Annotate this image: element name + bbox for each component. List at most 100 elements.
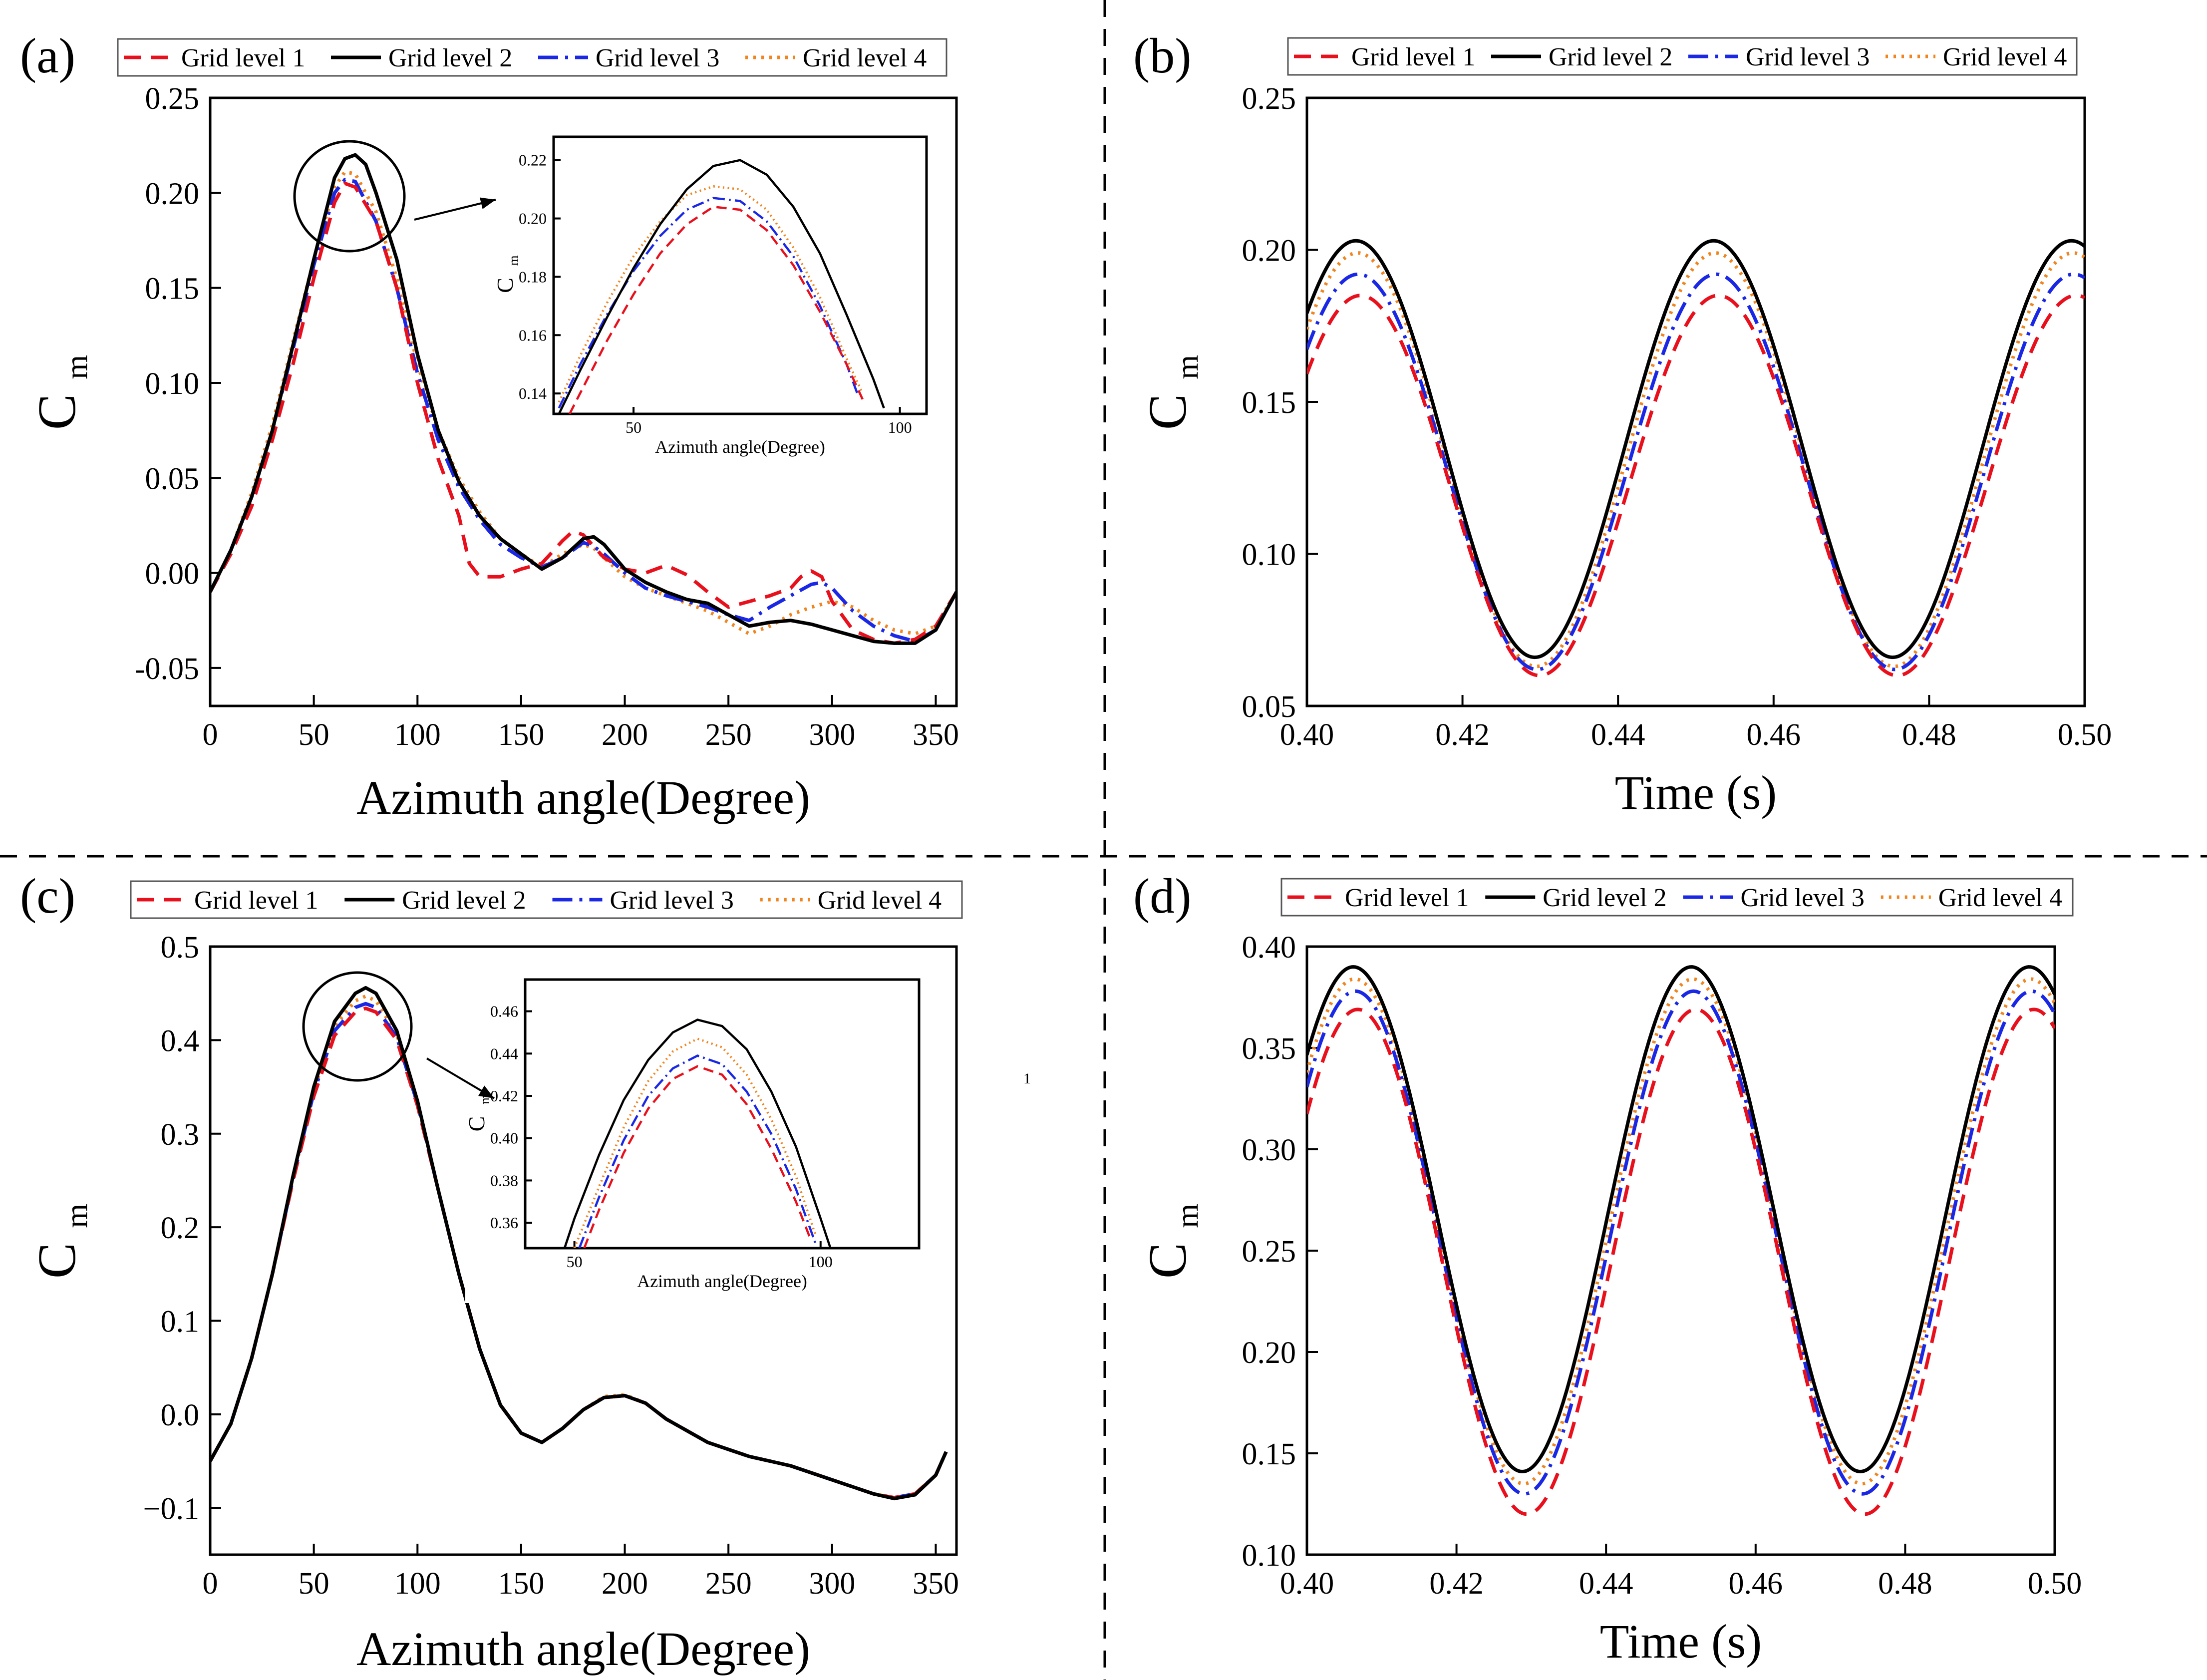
panel-d-legend-label-3: Grid level 3: [1741, 884, 1865, 912]
panel-d-legend-label-2: Grid level 2: [1543, 884, 1666, 912]
panel-c-legend-label-4: Grid level 4: [818, 886, 942, 915]
panel-d-ylabel-sub: m: [1170, 1204, 1205, 1228]
panel-a-series-3: [210, 178, 956, 644]
panel-d-series-2: [1307, 965, 2055, 1473]
panel-a-legend-box: [117, 38, 947, 77]
panel-c-ytick-label: 0.3: [161, 1118, 200, 1152]
panel-a-xtick-label: 250: [705, 718, 752, 752]
panel-b-label: (b): [1133, 28, 1192, 83]
panel-d-series-1: [1307, 1008, 2055, 1516]
panel-c-ylabel-main: C: [27, 1243, 87, 1279]
panel-c-ytick-label: 0.4: [161, 1024, 200, 1058]
panel-a-legend-label-3: Grid level 3: [596, 44, 719, 72]
panel-d-legend-label-4: Grid level 4: [1938, 884, 2062, 912]
panel-d-plot-frame: [1305, 945, 2056, 1556]
panel-c-ytick-label: 0.2: [161, 1211, 200, 1245]
panel-d-xtick-label: 0.50: [2028, 1567, 2082, 1601]
panel-b-legend-label-4: Grid level 4: [1943, 43, 2067, 71]
panel-b-ylabel-sub: m: [1170, 355, 1205, 379]
panel-b-legend-label-2: Grid level 2: [1549, 43, 1672, 71]
panel-a-label: (a): [20, 28, 75, 83]
panel-d-label: (d): [1133, 868, 1192, 924]
panel-b-legend-box: [1287, 37, 2078, 76]
panel-b-xlabel: Time (s): [1615, 766, 1777, 819]
panel-a-xlabel: Azimuth angle(Degree): [356, 771, 810, 824]
panel-a-ytick-label: 0.20: [145, 177, 200, 211]
panel-d-xtick-label: 0.42: [1429, 1567, 1484, 1601]
panel-a-inset-ytick-label: 0.16: [519, 326, 547, 344]
panel-c-ytick-label: 0.1: [161, 1305, 200, 1339]
panel-d-ytick-label: 0.20: [1242, 1336, 1296, 1370]
panel-b-ylabel-main: C: [1138, 394, 1198, 430]
panel-a-xtick-label: 200: [602, 718, 648, 752]
panel-a-inset-xtick-label: 100: [888, 418, 912, 436]
panel-d-series-3: [1307, 989, 2055, 1496]
panel-b-xtick-label: 0.48: [1902, 718, 1956, 752]
panel-b-series-3: [1307, 272, 2085, 672]
panel-a-ylabel-main: C: [27, 394, 87, 430]
panel-c-legend-label-2: Grid level 2: [402, 886, 526, 915]
panel-c-xtick-label: 300: [809, 1567, 855, 1601]
panel-b-ytick-label: 0.20: [1242, 234, 1296, 268]
panel-d-xtick-label: 0.48: [1878, 1567, 1932, 1601]
panel-a-plot-frame: [209, 96, 958, 707]
panel-c-inset-xlabel: Azimuth angle(Degree): [637, 1271, 807, 1291]
panel-a-series-1: [210, 181, 956, 645]
panel-b: (b) Grid level 1 Grid level 2 Grid level 3 G…: [1133, 28, 2112, 819]
panel-b-ytick-label: 0.25: [1242, 82, 1296, 116]
panel-c-label: (c): [20, 868, 75, 924]
panel-a-inset-plot-frame: [552, 135, 928, 415]
panel-a-ytick-label: 0.10: [145, 367, 200, 401]
panel-a-inset-ylabel-main: C: [492, 278, 518, 293]
panel-b-series-2: [1307, 239, 2085, 660]
panel-c-legend-box: [130, 880, 963, 919]
panel-c-inset-series-3: [578, 1054, 817, 1248]
panel-b-xtick-label: 0.40: [1280, 718, 1334, 752]
panel-d-xtick-label: 0.46: [1729, 1567, 1783, 1601]
panel-a-inset-ytick-label: 0.18: [519, 268, 547, 286]
panel-c-inset-ytick-label: 0.36: [490, 1214, 518, 1232]
panel-b-series-1: [1307, 294, 2085, 677]
panel-a-zoom-arrowhead: [480, 197, 496, 209]
panel-c-inset-series-1: [583, 1065, 812, 1248]
panel-d-ylabel-main: C: [1138, 1243, 1198, 1279]
panel-c-xtick-label: 100: [394, 1567, 441, 1601]
panel-a-inset-series-2: [558, 159, 885, 414]
panel-b-ylabel: Cm: [1138, 355, 1205, 430]
panel-c-zoom-circle: [302, 971, 413, 1082]
panel-c-inset-ytick-label: 0.38: [490, 1171, 518, 1189]
panel-c-inset-xtick-label: 100: [809, 1253, 833, 1271]
panel-c-inset-series-2: [563, 1018, 832, 1248]
panel-a-xtick-label: 0: [203, 718, 218, 752]
panel-a-ytick-label: 0.15: [145, 272, 200, 306]
panel-d-ytick-label: 0.10: [1242, 1539, 1296, 1573]
panel-a-inset-series-3: [558, 197, 859, 409]
panel-d-ylabel: Cm: [1138, 1204, 1205, 1279]
panel-d-ytick-label: 0.30: [1242, 1133, 1296, 1167]
panel-b-xtick-label: 0.50: [2058, 718, 2112, 752]
panel-b-series-4: [1307, 251, 2085, 669]
panel-a-inset-ylabel: Cm: [492, 255, 521, 293]
panel-c-inset-ytick-label: 0.44: [490, 1044, 518, 1062]
panel-c-inset-ytick-label: 0.40: [490, 1129, 518, 1147]
panel-a-series-2: [210, 153, 956, 645]
panel-c-xtick-label: 200: [602, 1567, 648, 1601]
panel-c-plot-frame: [209, 945, 958, 1556]
panel-c-legend-label-1: Grid level 1: [194, 886, 318, 915]
panel-b-legend-label-1: Grid level 1: [1351, 43, 1475, 71]
panel-a-legend-label-1: Grid level 1: [181, 44, 305, 72]
panel-a-inset-xtick-label: 50: [626, 418, 641, 436]
panel-a-ytick-label: 0.25: [145, 82, 200, 116]
panel-a-inset-xlabel: Azimuth angle(Degree): [655, 437, 825, 457]
panel-a-inset-series-4: [558, 185, 864, 403]
panel-b-legend-label-3: Grid level 3: [1746, 43, 1870, 71]
panel-c-ytick-label: 0.0: [161, 1398, 200, 1432]
panel-d-ytick-label: 0.15: [1242, 1437, 1296, 1471]
panel-c-inset-ylabel-main: C: [464, 1116, 489, 1132]
panel-a-ytick-label: 0.05: [145, 462, 200, 496]
panel-a-inset-series-1: [568, 205, 864, 414]
panel-c-zoom-arrowhead: [478, 1085, 494, 1098]
panel-c-inset-plot-frame: [524, 978, 921, 1250]
stray-mark: 1: [1023, 1070, 1031, 1087]
